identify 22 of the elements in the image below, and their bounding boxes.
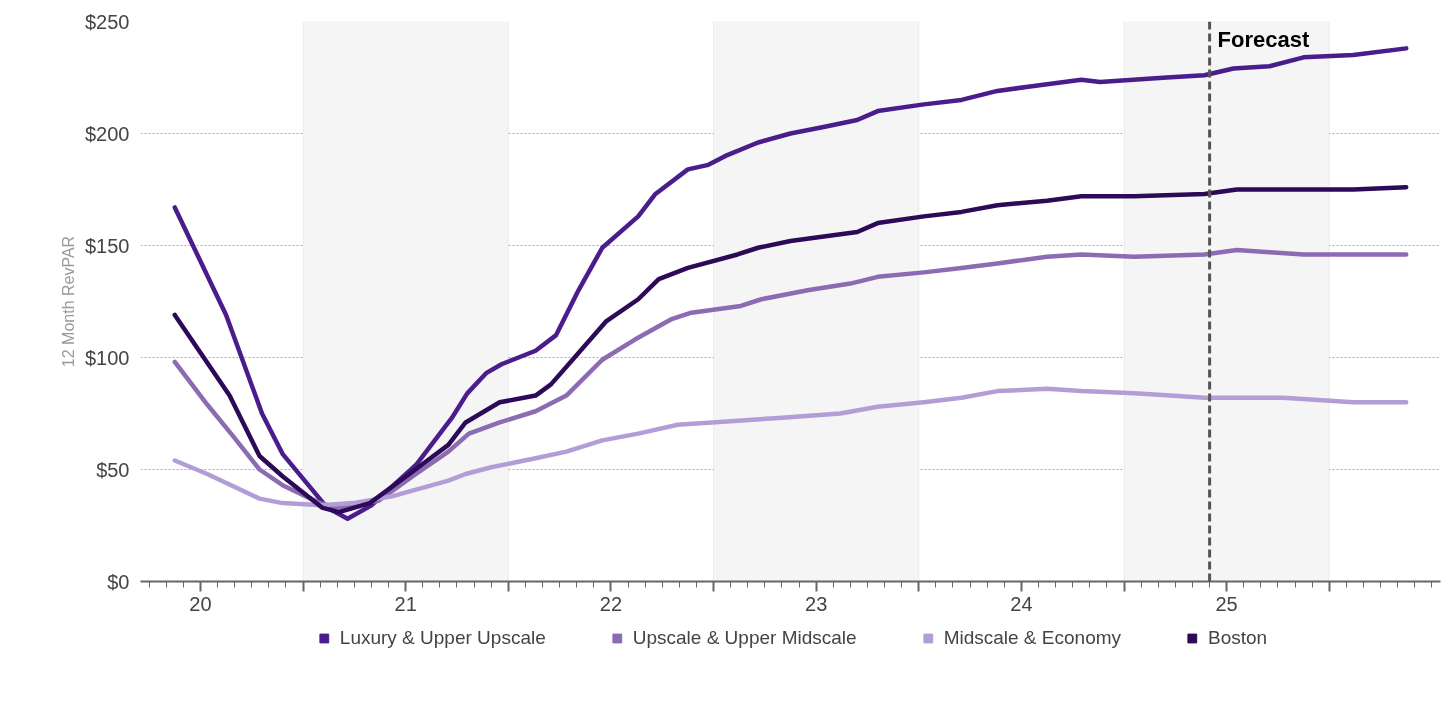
x-tick-label: 21 xyxy=(394,592,417,615)
line-series xyxy=(172,247,1409,510)
y-tick-label: $50 xyxy=(96,458,130,481)
line-series xyxy=(172,46,1409,522)
legend-label: Luxury & Upper Upscale xyxy=(339,627,546,649)
x-tick-label: 25 xyxy=(1215,592,1238,615)
x-tick-label: 22 xyxy=(599,592,623,615)
x-tick-label: 24 xyxy=(1010,592,1033,615)
y-tick-label: $0 xyxy=(107,570,130,593)
line-series xyxy=(172,185,1409,515)
y-tick-label: $250 xyxy=(85,10,130,33)
y-tick-label: $100 xyxy=(85,346,130,369)
y-axis-title: 12 Month RevPAR xyxy=(60,235,78,368)
y-tick-label: $150 xyxy=(85,234,130,257)
legend-label: Upscale & Upper Midscale xyxy=(632,627,857,649)
x-tick-label: 23 xyxy=(805,592,828,615)
legend-label: Midscale & Economy xyxy=(943,627,1122,649)
y-tick-label: $200 xyxy=(85,122,130,145)
ref-line-label: Forecast xyxy=(1217,26,1310,52)
legend-label: Boston xyxy=(1208,627,1268,649)
line-series xyxy=(172,386,1409,508)
x-tick-label: 20 xyxy=(189,592,212,615)
